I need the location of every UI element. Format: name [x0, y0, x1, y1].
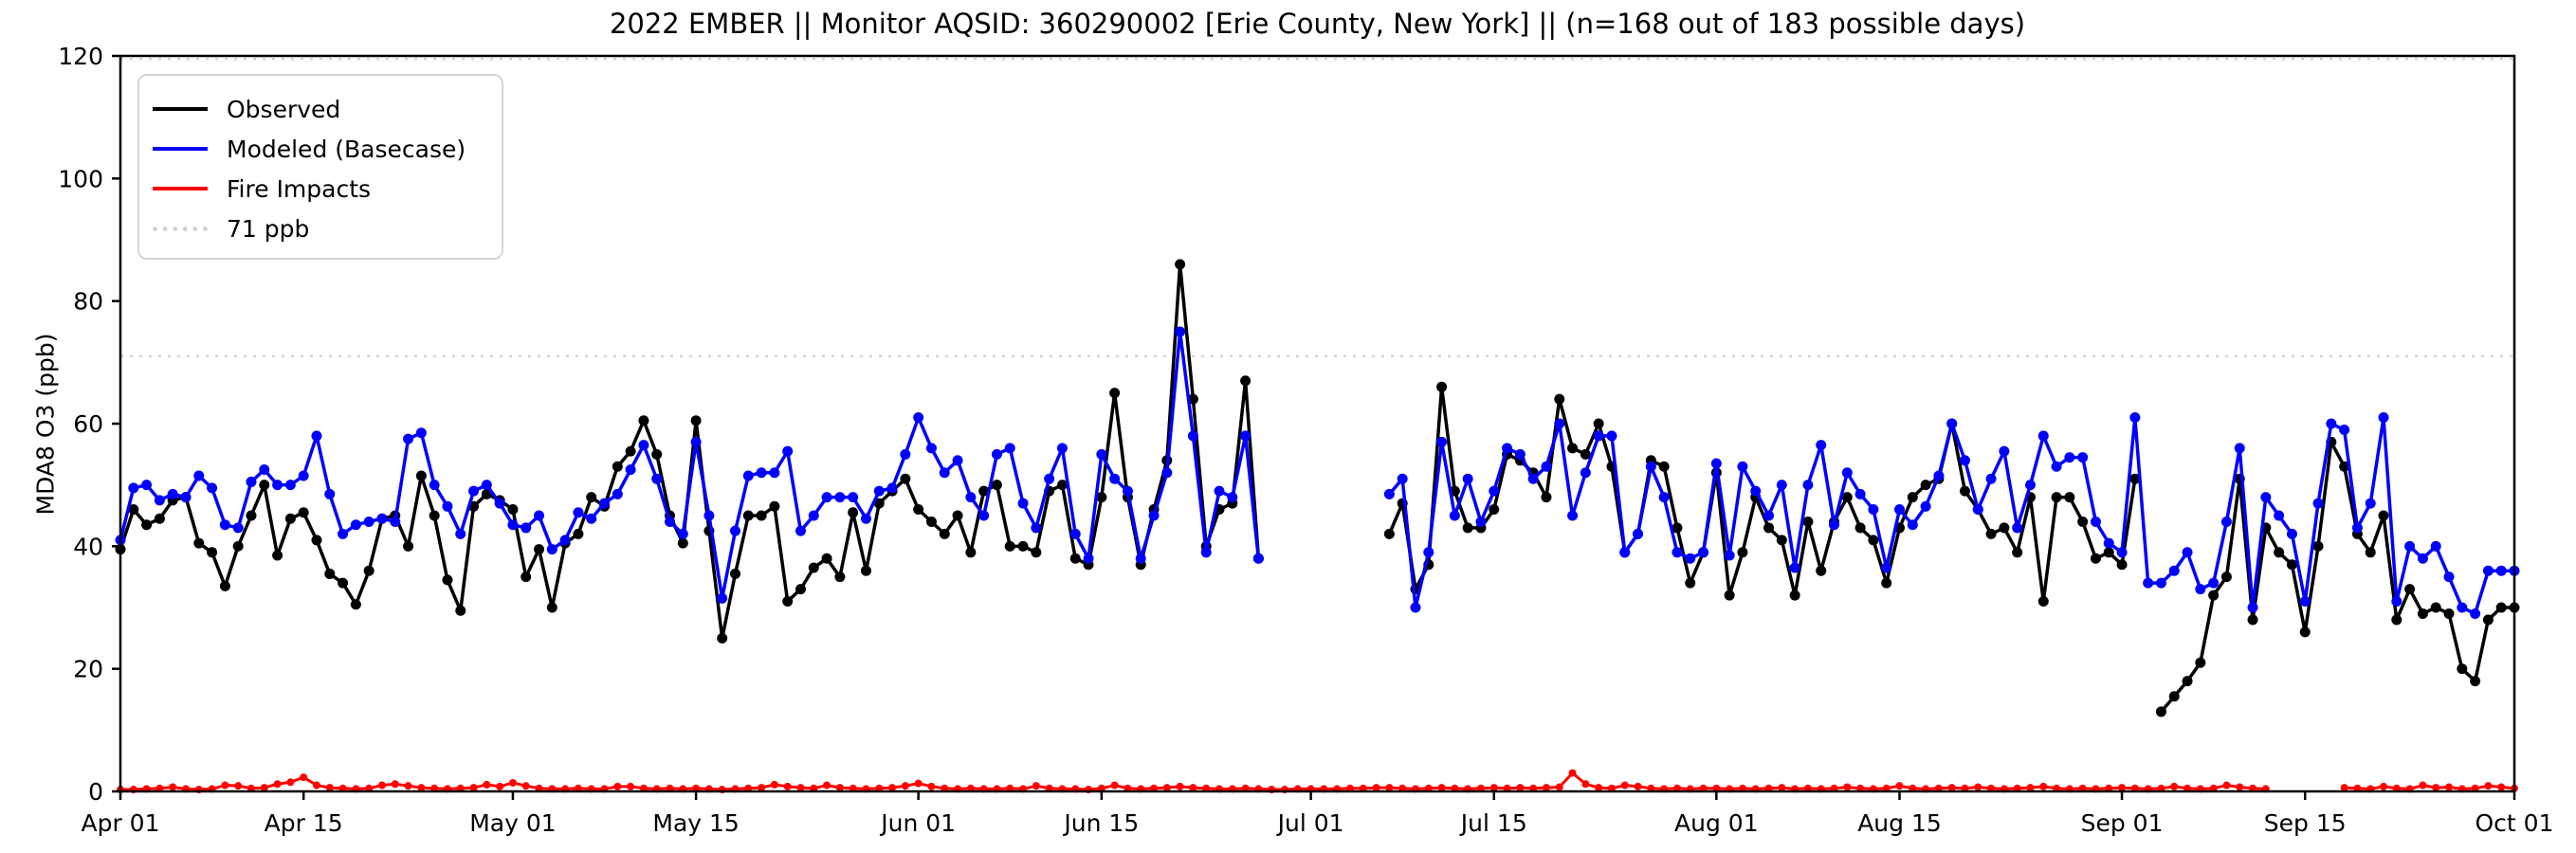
x-tick-label: May 15: [652, 809, 739, 837]
x-tick-label: Aug 01: [1674, 809, 1759, 837]
observed-line-swatch: [153, 107, 208, 111]
x-tick-label: Apr 01: [81, 809, 159, 837]
x-tick-label: Sep 15: [2264, 809, 2347, 837]
y-tick-label: 80: [73, 288, 103, 316]
legend-item-modeled: Modeled (Basecase): [153, 129, 484, 169]
legend-label: 71 ppb: [227, 214, 310, 243]
x-tick-label: Jun 01: [879, 809, 956, 837]
threshold-line-swatch: [153, 226, 208, 231]
legend-label: Fire Impacts: [227, 174, 372, 203]
x-tick-label: Sep 01: [2081, 809, 2164, 837]
fire-line-swatch: [153, 187, 208, 191]
legend-label: Observed: [227, 95, 341, 123]
modeled-line-swatch: [153, 147, 208, 151]
x-tick-label: May 01: [469, 809, 556, 837]
x-tick-label: Oct 01: [2476, 809, 2554, 837]
y-tick-label: 120: [58, 43, 103, 70]
x-tick-label: Jul 01: [1276, 809, 1344, 837]
x-tick-label: Jul 15: [1459, 809, 1527, 837]
legend-item-observed: Observed: [153, 89, 484, 129]
y-tick-label: 60: [73, 410, 103, 438]
y-tick-label: 40: [73, 533, 103, 560]
chart-title: 2022 EMBER || Monitor AQSID: 360290002 […: [609, 8, 2026, 40]
legend-item-fire: Fire Impacts: [153, 169, 484, 209]
y-tick-label: 100: [58, 165, 103, 192]
y-tick-label: 20: [73, 656, 103, 683]
y-tick-label: 0: [88, 778, 103, 806]
legend-label: Modeled (Basecase): [227, 135, 466, 163]
x-tick-label: Aug 15: [1857, 809, 1942, 837]
legend-box: Observed Modeled (Basecase) Fire Impacts…: [137, 74, 503, 260]
x-tick-label: Apr 15: [265, 809, 343, 837]
legend-item-threshold: 71 ppb: [153, 209, 484, 248]
x-tick-label: Jun 15: [1062, 809, 1139, 837]
